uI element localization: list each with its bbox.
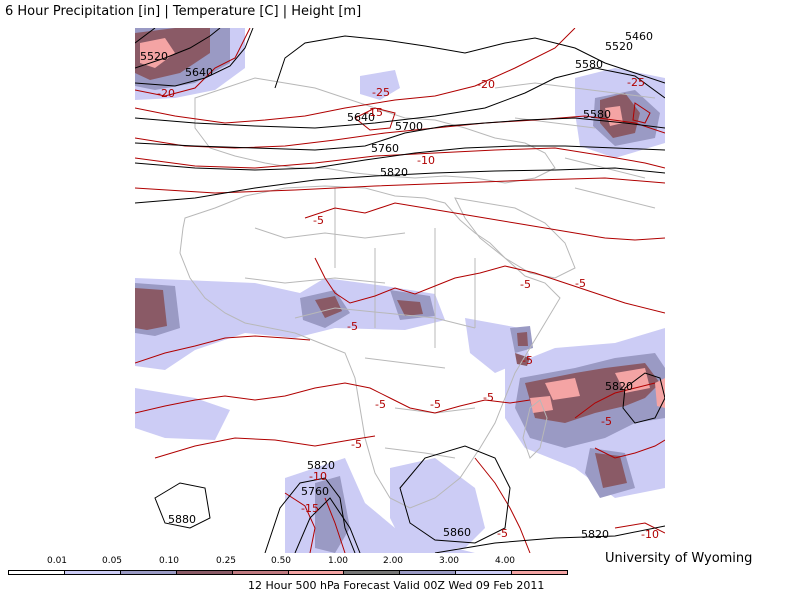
colorbar-tick: 2.00	[382, 556, 404, 566]
colorbar-tick: 0.10	[158, 556, 180, 566]
height-label: 5580	[583, 108, 611, 121]
height-labels: 5520 5460 5520 5580 5640 5580 5640 5700 …	[140, 30, 653, 541]
colorbar-segment	[176, 571, 233, 574]
temperature-label: -25	[372, 86, 390, 99]
temperature-label: -5	[601, 415, 612, 428]
temperature-label: -10	[309, 470, 327, 483]
temperature-label: -5	[430, 398, 441, 411]
colorbar-segment	[512, 571, 568, 574]
precip-area-south-atlantic	[135, 388, 230, 440]
height-label: 5520	[140, 50, 168, 63]
madagascar-outline	[522, 399, 548, 459]
temperature-label: -20	[157, 87, 175, 100]
colorbar-tick: 3.00	[438, 556, 460, 566]
temperature-label: -5	[483, 391, 494, 404]
map-title: 6 Hour Precipitation [in] | Temperature …	[5, 4, 362, 19]
temperature-labels: -20 -25 -20 -15 -10 -25 -5 -5 -5 -5 -5 -…	[157, 76, 659, 541]
colorbar-segment	[288, 571, 345, 574]
africa-coastline	[179, 185, 561, 509]
temperature-label: -5	[313, 214, 324, 227]
height-label: 5820	[380, 166, 408, 179]
height-label: 5880	[168, 513, 196, 526]
height-label: 5760	[301, 485, 329, 498]
colorbar-tick: 0.25	[215, 556, 237, 566]
forecast-caption: 12 Hour 500 hPa Forecast Valid 00Z Wed 0…	[248, 579, 545, 592]
temperature-label: -25	[627, 76, 645, 89]
weather-map: 5520 5460 5520 5580 5640 5580 5640 5700 …	[135, 28, 665, 553]
temperature-label: -5	[375, 398, 386, 411]
height-label: 5820	[581, 528, 609, 541]
temperature-label: -5	[351, 438, 362, 451]
colorbar-segment	[9, 571, 65, 574]
temperature-label: -15	[301, 502, 319, 515]
height-label: 5640	[185, 66, 213, 79]
colorbar-segment	[64, 571, 121, 574]
temperature-label: -5	[497, 527, 508, 540]
precipitation-colorbar	[8, 570, 568, 575]
height-label: 5820	[307, 459, 335, 472]
colorbar-segment	[344, 571, 401, 574]
temperature-label: -10	[641, 528, 659, 541]
colorbar-tick: 4.00	[494, 556, 516, 566]
precip-area-europe	[360, 70, 400, 100]
colorbar-tick: 0.05	[101, 556, 123, 566]
temperature-label: -5	[520, 278, 531, 291]
colorbar-segment	[456, 571, 513, 574]
colorbar-segment	[232, 571, 289, 574]
colorbar-segment	[400, 571, 457, 574]
colorbar-tick: 1.00	[327, 556, 349, 566]
colorbar-tick: 0.01	[46, 556, 68, 566]
precip-area-west-atlantic	[135, 278, 445, 370]
asia-borders	[494, 82, 656, 209]
height-label: 5640	[347, 111, 375, 124]
colorbar-ticks: 0.01 0.05 0.10 0.25 0.50 1.00 2.00 3.00 …	[0, 556, 800, 570]
temperature-label: -5	[575, 277, 586, 290]
height-label: 5760	[371, 142, 399, 155]
height-label: 5580	[575, 58, 603, 71]
height-label: 5520	[605, 40, 633, 53]
temperature-label: -5	[347, 320, 358, 333]
height-label: 5460	[625, 30, 653, 43]
height-label: 5860	[443, 526, 471, 539]
temperature-label: -20	[477, 78, 495, 91]
colorbar-tick: 0.50	[270, 556, 292, 566]
credit-label: University of Wyoming	[605, 551, 753, 566]
colorbar-segment	[120, 571, 177, 574]
temperature-label: -15	[365, 106, 383, 119]
height-label: 5700	[395, 120, 423, 133]
height-contours	[135, 28, 665, 553]
arabia-outline	[454, 197, 576, 279]
temperature-label: -5	[522, 354, 533, 367]
height-label: 5820	[605, 380, 633, 393]
temperature-label: -10	[417, 154, 435, 167]
temperature-contours	[135, 28, 665, 553]
